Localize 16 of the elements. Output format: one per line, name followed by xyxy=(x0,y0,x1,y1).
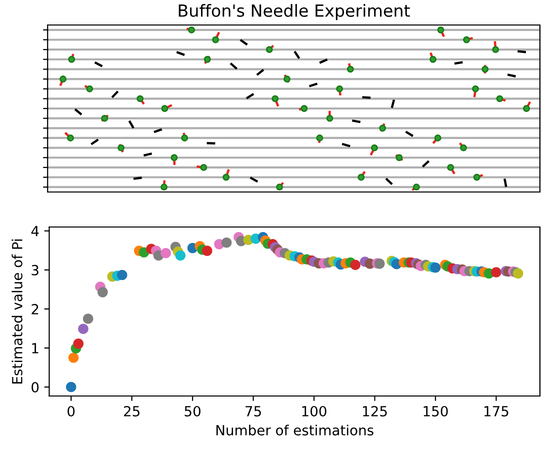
y-tick-label: 1 xyxy=(32,343,38,354)
x-tick-label: 125 xyxy=(363,406,387,416)
x-tick-label: 0 xyxy=(68,406,75,416)
x-tick-label: 75 xyxy=(246,406,261,416)
x-tick-label: 175 xyxy=(484,406,508,416)
y-axis-title: Estimated value of Pi xyxy=(12,239,22,384)
x-tick-label: 100 xyxy=(302,406,326,416)
y-tick-label: 4 xyxy=(31,226,39,236)
y-tick-label: 3 xyxy=(32,264,38,276)
x-axis-title: Number of estimations xyxy=(216,424,374,436)
y-tick-label: 0 xyxy=(32,382,39,392)
x-tick-label: 25 xyxy=(124,406,140,416)
x-tick-label: 150 xyxy=(424,406,448,416)
x-tick-label: 50 xyxy=(184,406,200,416)
y-tick-label: 2 xyxy=(32,304,38,314)
text: Buffon's Needle Experiment xyxy=(178,4,410,20)
